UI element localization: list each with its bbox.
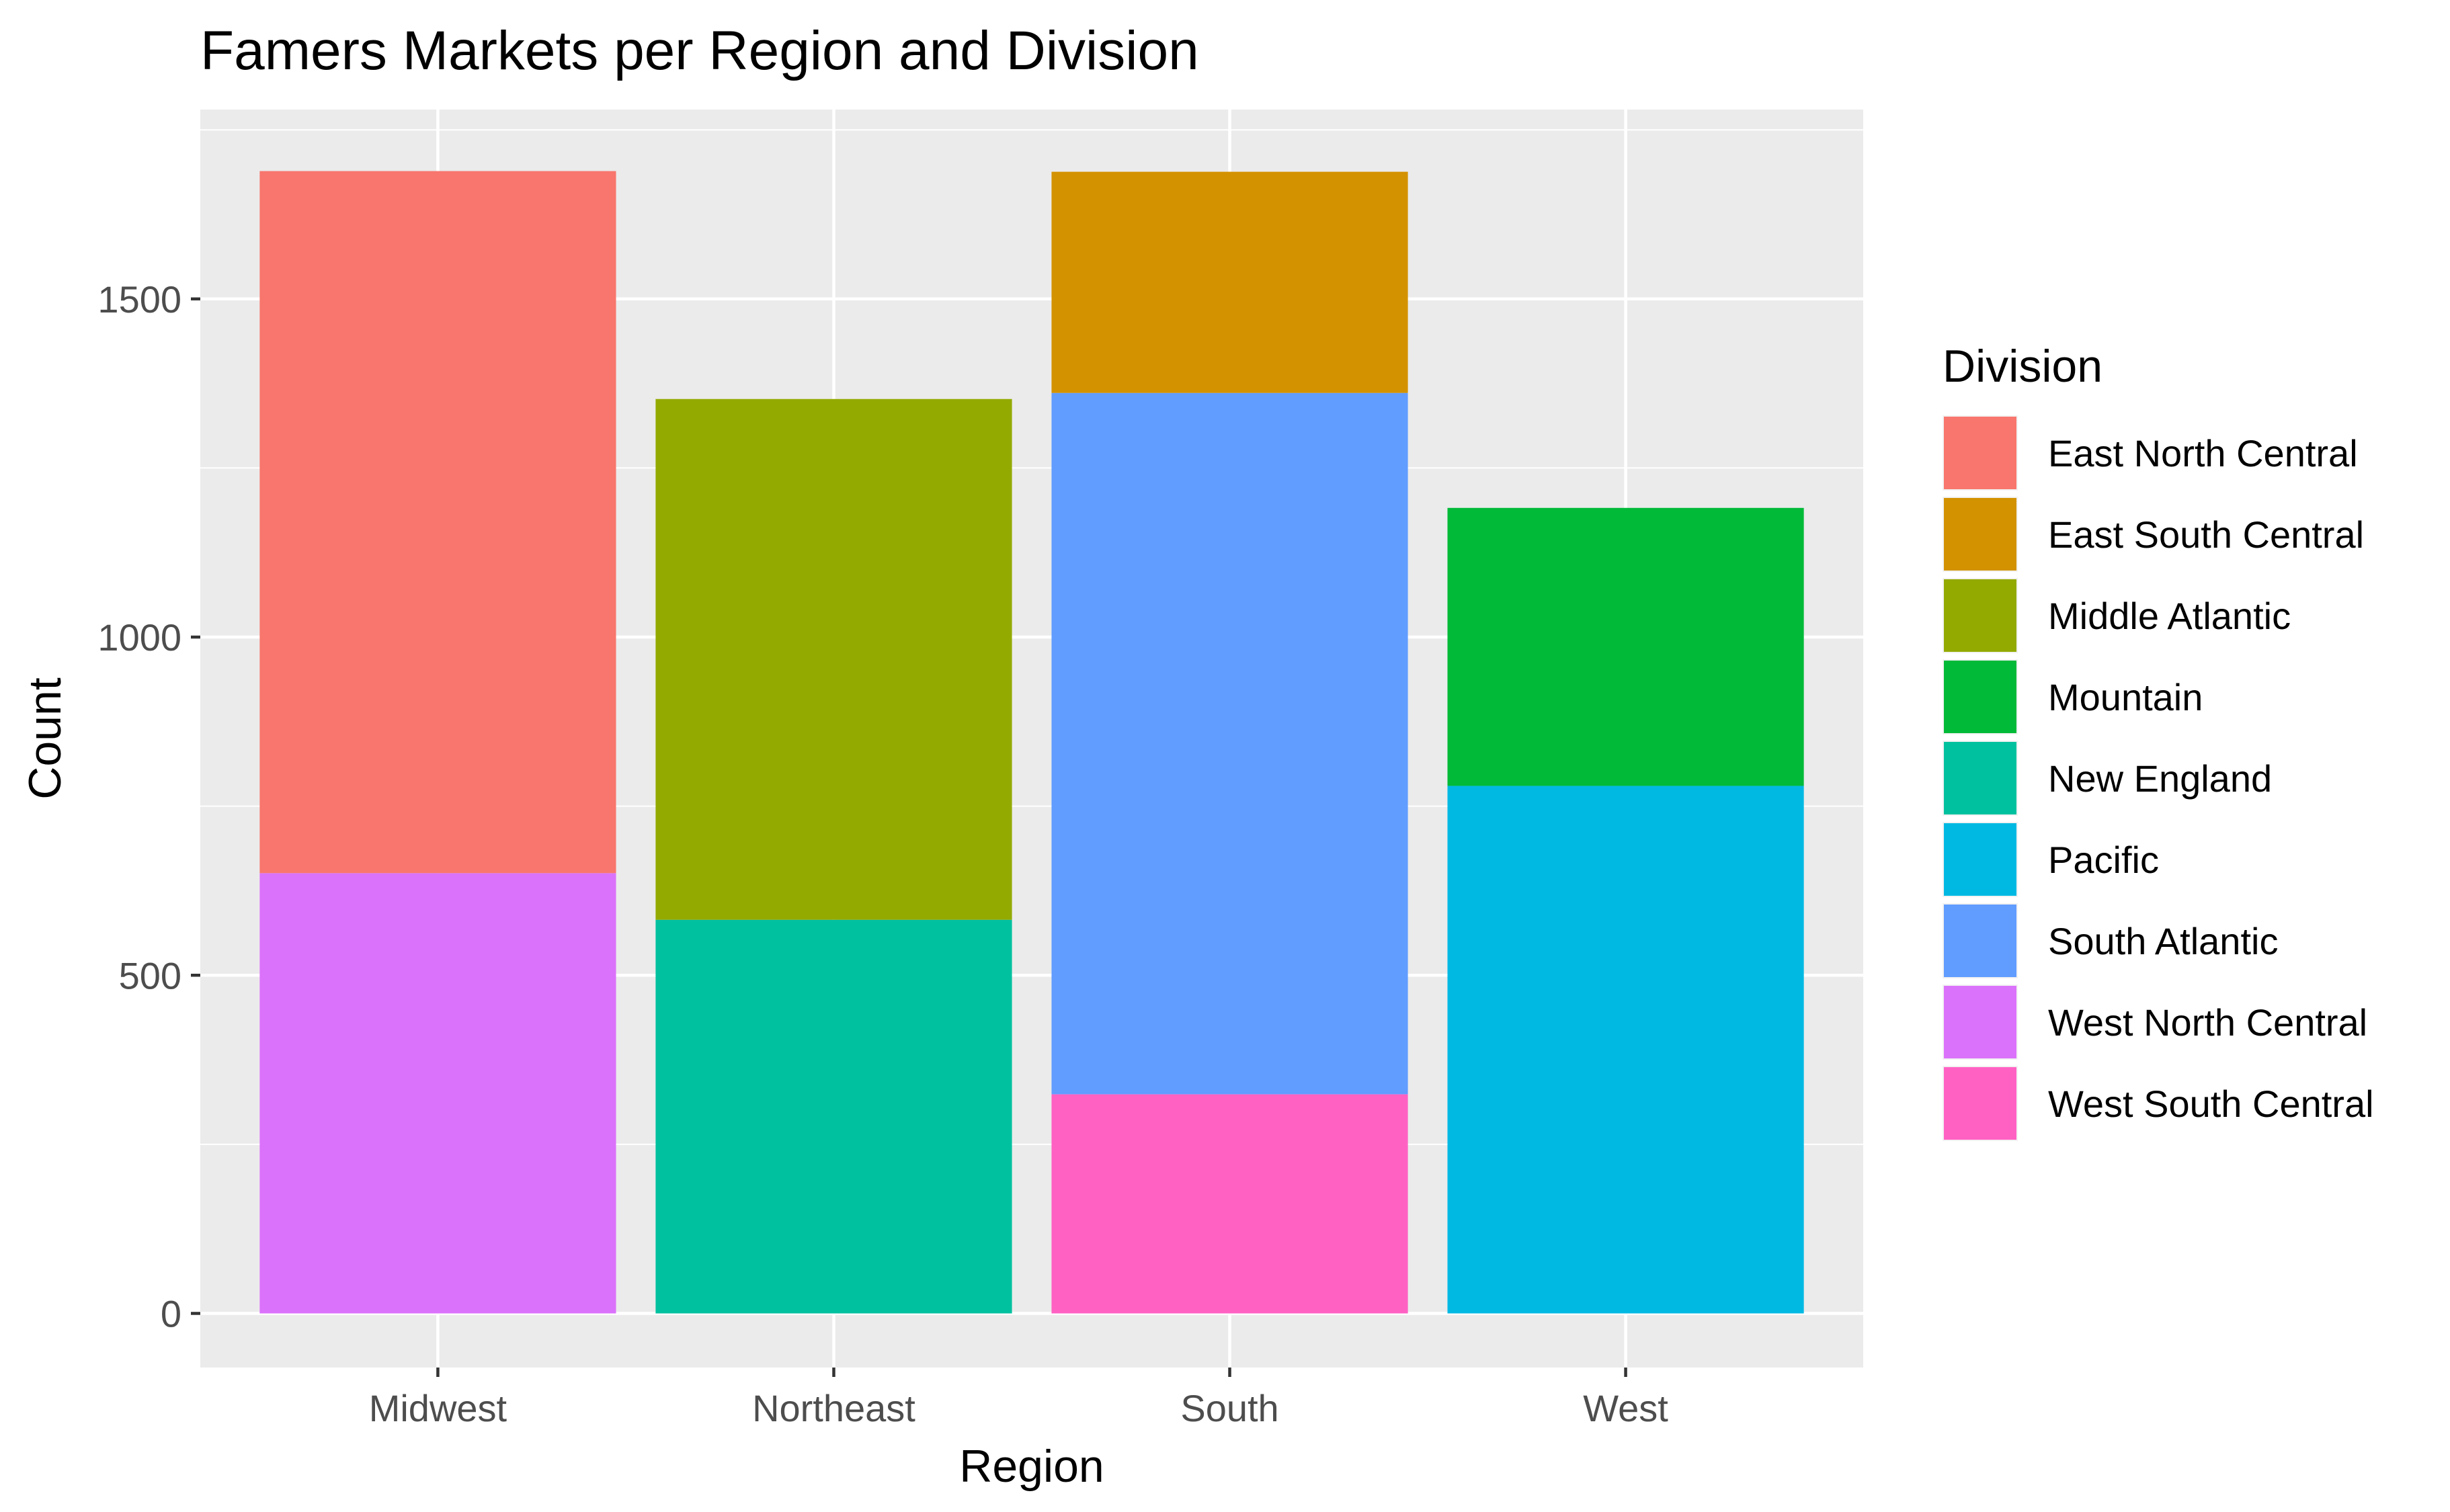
legend-swatch-west-south-central <box>1944 1067 2016 1140</box>
x-axis: Midwest Northeast South West <box>369 1368 1668 1429</box>
legend-swatch-middle-atlantic <box>1944 579 2016 652</box>
legend-swatch-south-atlantic <box>1944 905 2016 977</box>
legend-label-west-north-central: West North Central <box>2048 1001 2367 1044</box>
bar-northeast-new-england <box>655 919 1012 1314</box>
legend-swatch-new-england <box>1944 742 2016 814</box>
y-tick-label: 1500 <box>97 278 181 321</box>
legend-label-east-north-central: East North Central <box>2048 432 2358 474</box>
legend-swatch-east-north-central <box>1944 417 2016 489</box>
legend: Division East North Central East South Ce… <box>1943 341 2374 1141</box>
legend-swatch-east-south-central <box>1944 498 2016 571</box>
bar-south-west-south-central <box>1051 1094 1408 1314</box>
x-tick-label-northeast: Northeast <box>752 1387 915 1429</box>
bars <box>259 171 1804 1314</box>
bar-northeast-middle-atlantic <box>655 398 1012 920</box>
x-axis-title: Region <box>959 1441 1104 1492</box>
x-tick-label-midwest: Midwest <box>369 1387 507 1429</box>
bar-west-pacific <box>1447 786 1804 1314</box>
bar-south-east-south-central <box>1051 171 1408 393</box>
bar-midwest-east-north-central <box>259 171 616 874</box>
legend-label-south-atlantic: South Atlantic <box>2048 920 2278 962</box>
y-tick-label: 1000 <box>97 616 181 659</box>
y-tick-label: 0 <box>161 1292 181 1335</box>
legend-label-middle-atlantic: Middle Atlantic <box>2048 595 2291 637</box>
legend-label-pacific: Pacific <box>2048 839 2159 881</box>
bar-south-south-atlantic <box>1051 392 1408 1095</box>
legend-swatch-west-north-central <box>1944 986 2016 1058</box>
legend-entries: East North Central East South Central Midd… <box>1943 415 2374 1141</box>
y-tick-label: 500 <box>119 954 181 997</box>
legend-swatch-mountain <box>1944 661 2016 733</box>
legend-label-mountain: Mountain <box>2048 676 2203 718</box>
legend-title: Division <box>1943 341 2102 392</box>
chart-title: Famers Markets per Region and Division <box>200 20 1199 81</box>
y-axis: 0 500 1000 1500 <box>97 278 200 1335</box>
bar-west-mountain <box>1447 507 1804 786</box>
y-axis-title: Count <box>19 677 71 800</box>
legend-label-east-south-central: East South Central <box>2048 513 2364 556</box>
legend-label-west-south-central: West South Central <box>2048 1083 2374 1125</box>
x-tick-label-west: West <box>1583 1387 1668 1429</box>
bar-midwest-west-north-central <box>259 873 616 1314</box>
x-tick-label-south: South <box>1180 1387 1278 1429</box>
legend-swatch-pacific <box>1944 823 2016 896</box>
legend-label-new-england: New England <box>2048 757 2272 800</box>
